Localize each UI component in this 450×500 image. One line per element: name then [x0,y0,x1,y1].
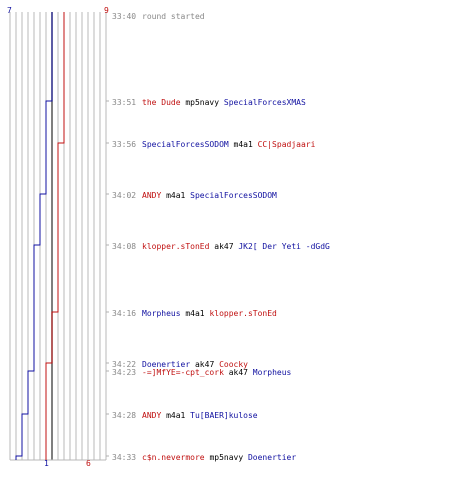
kill-event-row: 34:23 -=]MfYE=-cpt_cork ak47 Morpheus [112,368,292,377]
killer-name: SpecialForcesSODOM [142,140,229,149]
kill-event-row: 34:28 ANDY m4a1 Tu[BAER]kulose [112,411,258,420]
event-time: 34:08 [112,242,136,251]
event-time: 34:02 [112,191,136,200]
victim-name: SpecialForcesXMAS [224,98,306,107]
weapon-name: m4a1 [161,191,190,200]
event-time: 34:16 [112,309,136,318]
victim-name: Morpheus [253,368,292,377]
event-text: SpecialForcesSODOM m4a1 CC|Spadjaari [142,140,316,149]
victim-name: Tu[BAER]kulose [190,411,258,420]
timeline-grid [9,12,107,461]
blue-start-count: 7 [7,6,12,15]
victim-name: Coocky [219,360,248,369]
red-team-track [45,12,65,460]
round-start-row: 33:40 round started [112,12,205,21]
blue-end-count: 1 [44,459,49,468]
victim-name: CC|Spadjaari [258,140,316,149]
weapon-name: m4a1 [161,411,190,420]
event-text: the Dude mp5navy SpecialForcesXMAS [142,98,306,107]
blue-team-track [15,12,53,460]
event-time: 34:23 [112,368,136,377]
event-text: Morpheus m4a1 klopper.sTonEd [142,309,277,318]
killer-name: Doenertier [142,360,190,369]
weapon-name: mp5navy [181,98,224,107]
killer-name: klopper.sTonEd [142,242,210,251]
event-time: 33:56 [112,140,136,149]
kill-event-row: 34:16 Morpheus m4a1 klopper.sTonEd [112,309,277,318]
killer-name: the Dude [142,98,181,107]
victim-name: SpecialForcesSODOM [190,191,277,200]
weapon-name: ak47 [209,242,238,251]
round-start-text: round started [142,12,205,21]
victim-name: klopper.sTonEd [209,309,277,318]
red-start-count: 9 [104,6,109,15]
killer-name: ANDY [142,411,161,420]
kill-event-row: 33:56 SpecialForcesSODOM m4a1 CC|Spadjaar… [112,140,316,149]
event-time: 33:51 [112,98,136,107]
weapon-name: mp5navy [205,453,248,462]
killer-name: Morpheus [142,309,181,318]
kill-event-row: 34:08 klopper.sTonEd ak47 JK2[ Der Yeti -… [112,242,330,251]
victim-name: JK2[ Der Yeti -dGdG [238,242,330,251]
weapon-name: m4a1 [181,309,210,318]
kill-event-row: 34:02 ANDY m4a1 SpecialForcesSODOM [112,191,277,200]
kill-event-row: 34:33 c$n.nevermore mp5navy Doenertier [112,453,296,462]
event-time: 34:33 [112,453,136,462]
event-time: 34:22 [112,360,136,369]
event-text: -=]MfYE=-cpt_cork ak47 Morpheus [142,368,292,377]
event-text: Doenertier ak47 Coocky [142,360,248,369]
event-time: 34:28 [112,411,136,420]
weapon-name: m4a1 [229,140,258,149]
kill-event-list: 33:51 the Dude mp5navy SpecialForcesXMAS3… [112,98,330,462]
event-text: c$n.nevermore mp5navy Doenertier [142,453,296,462]
weapon-name: ak47 [224,368,253,377]
weapon-name: ak47 [190,360,219,369]
killer-name: c$n.nevermore [142,453,205,462]
event-time: 33:40 [112,12,136,21]
event-text: ANDY m4a1 Tu[BAER]kulose [142,411,258,420]
kill-event-row: 33:51 the Dude mp5navy SpecialForcesXMAS [112,98,306,107]
killer-name: ANDY [142,191,161,200]
killer-name: -=]MfYE=-cpt_cork [142,368,224,377]
event-text: klopper.sTonEd ak47 JK2[ Der Yeti -dGdG [142,242,330,251]
victim-name: Doenertier [248,453,296,462]
team-count-tracks [15,12,65,460]
event-dash-lines [106,100,110,457]
red-end-count: 6 [86,459,91,468]
kill-event-row: 34:22 Doenertier ak47 Coocky [112,360,248,369]
event-text: ANDY m4a1 SpecialForcesSODOM [142,191,277,200]
